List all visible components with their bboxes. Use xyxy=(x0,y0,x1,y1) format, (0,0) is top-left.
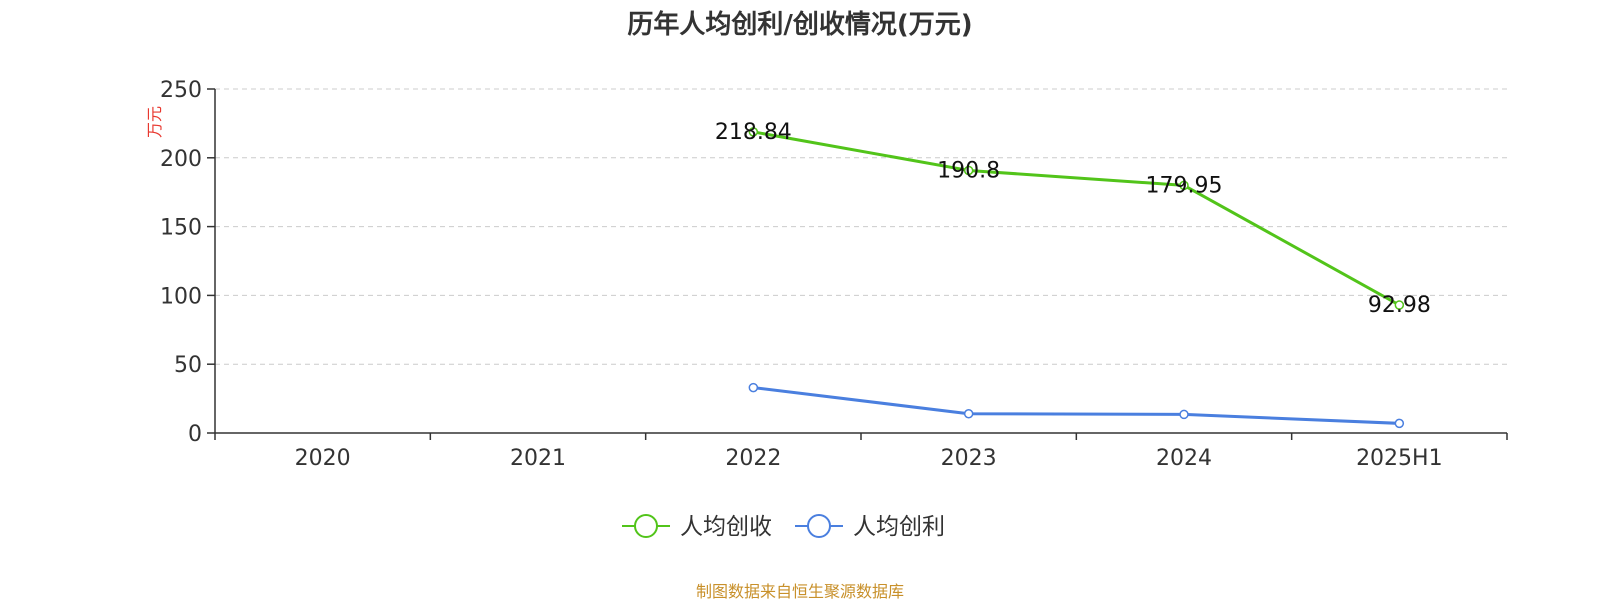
data-point xyxy=(748,127,759,137)
legend-marker xyxy=(634,514,658,538)
chart-title: 历年人均创利/创收情况(万元) xyxy=(627,10,973,40)
data-point xyxy=(963,165,974,176)
y-axis-unit-label: 万元 xyxy=(145,106,164,138)
series-line-revenue-per-capita xyxy=(753,130,1401,307)
data-point xyxy=(748,382,759,393)
x-tick-label: 2021 xyxy=(510,446,566,471)
x-tick-label: 2025H1 xyxy=(1356,446,1443,471)
series-layer: 218.84 190.8 179.95 92.98 xyxy=(715,120,1431,429)
x-tick-label: 2024 xyxy=(1156,446,1212,471)
data-label: 179.95 xyxy=(1146,173,1223,198)
source-note: 制图数据来自恒生聚源数据库 xyxy=(695,582,904,601)
y-tick-label: 50 xyxy=(174,353,202,378)
legend-item-profit-per-capita[interactable]: 人均创利 xyxy=(795,514,945,540)
data-label: 218.84 xyxy=(715,120,792,145)
legend: 人均创收 人均创利 xyxy=(622,514,945,540)
data-point xyxy=(1179,409,1189,420)
y-tick-label: 0 xyxy=(188,422,202,447)
y-tick-label: 150 xyxy=(160,216,202,241)
x-tick-label: 2020 xyxy=(295,446,351,471)
y-tick-label: 250 xyxy=(160,78,202,103)
data-point xyxy=(1394,300,1405,310)
data-label: 92.98 xyxy=(1368,293,1431,318)
x-tick-label: 2023 xyxy=(941,446,997,471)
x-tick-label: 2022 xyxy=(725,446,781,471)
data-point xyxy=(963,408,974,419)
legend-item-revenue-per-capita[interactable]: 人均创收 xyxy=(622,514,772,540)
data-label: 190.8 xyxy=(937,158,1000,183)
legend-marker xyxy=(807,514,831,538)
data-point xyxy=(1394,418,1405,429)
legend-label: 人均创利 xyxy=(853,514,945,540)
y-tick-label: 100 xyxy=(160,284,202,309)
series-line-profit-per-capita xyxy=(753,386,1400,425)
data-point xyxy=(1179,180,1189,191)
grid-lines xyxy=(215,88,1507,365)
y-tick-label: 200 xyxy=(160,147,202,172)
axes: 0 50 100 150 200 250 万元 2020 2021 2022 2023 2024 202… xyxy=(145,78,1508,471)
legend-label: 人均创收 xyxy=(680,514,772,540)
